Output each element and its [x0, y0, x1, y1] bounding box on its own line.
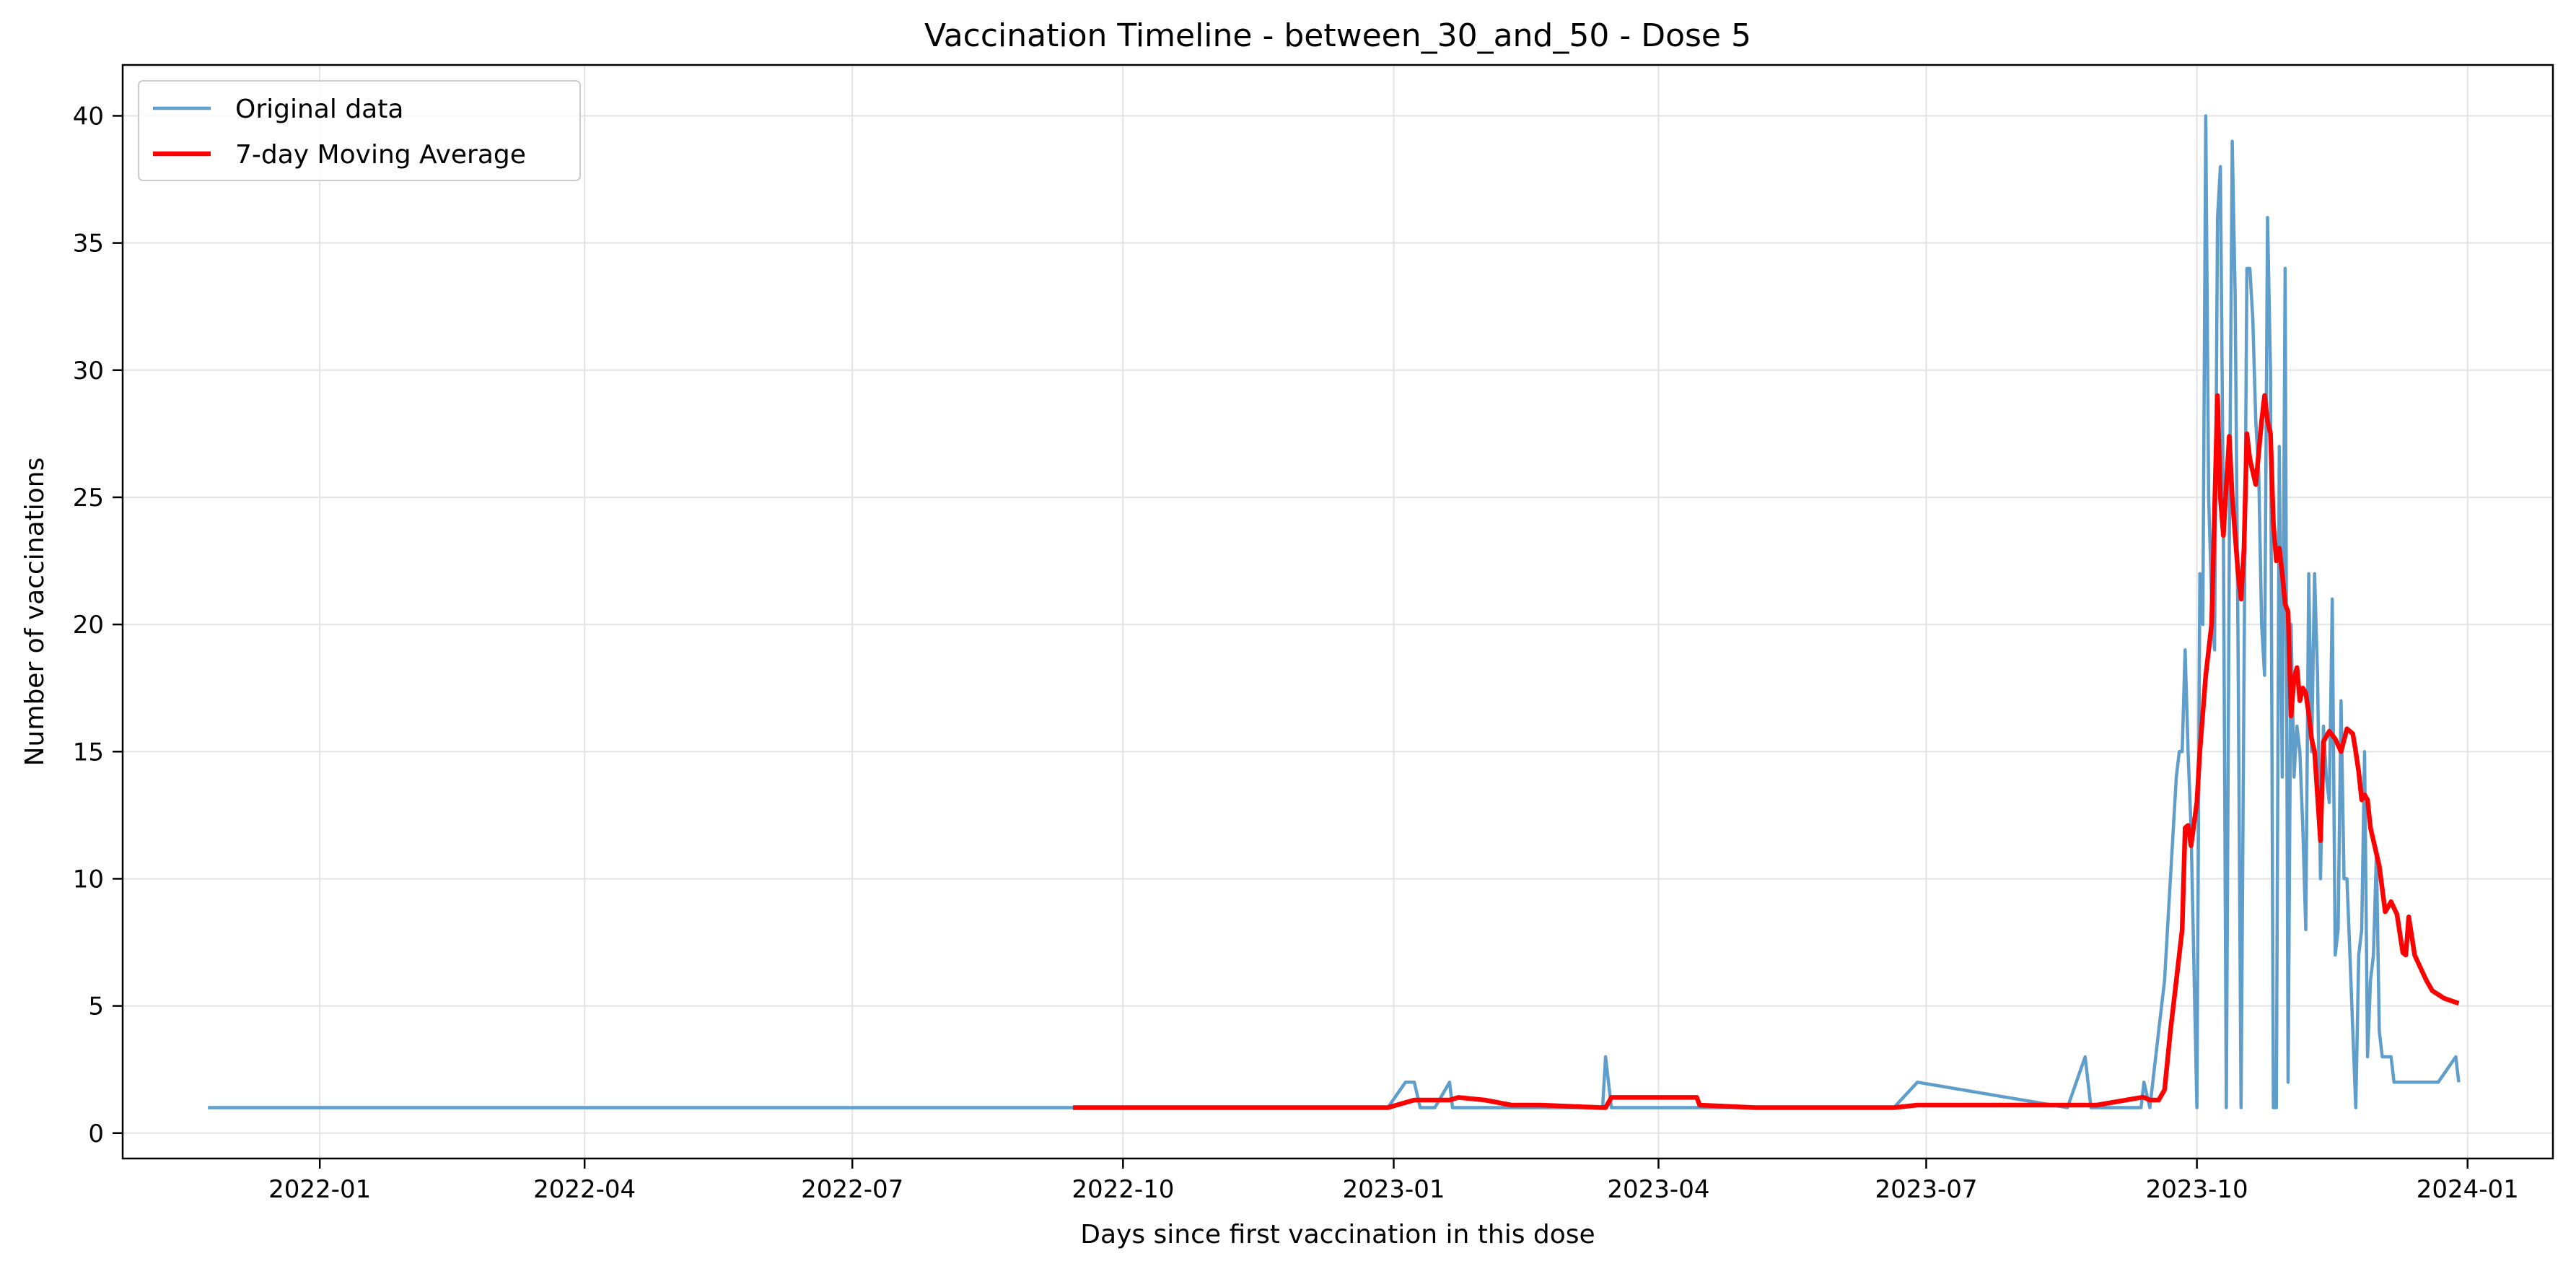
y-tick-label: 5	[88, 992, 104, 1021]
plot-area-frame	[121, 64, 2554, 1160]
x-tick-label: 2024-01	[2417, 1175, 2519, 1204]
chart-title: Vaccination Timeline - between_30_and_50…	[924, 17, 1751, 54]
x-tick-label: 2023-01	[1342, 1175, 1445, 1204]
series-line-original-data	[208, 114, 2461, 1109]
series-line-moving-average	[1073, 393, 2460, 1110]
x-tick-label: 2023-07	[1875, 1175, 1977, 1204]
legend-label-original-data: Original data	[235, 95, 403, 124]
x-tick-label: 2022-07	[801, 1175, 903, 1204]
y-tick-label: 25	[73, 484, 104, 512]
y-tick-label: 0	[88, 1120, 104, 1148]
legend-box	[138, 80, 581, 181]
y-tick-label: 40	[73, 102, 104, 131]
y-axis-title: Number of vaccinations	[20, 458, 50, 767]
x-axis-title: Days since first vaccination in this dos…	[1080, 1220, 1595, 1249]
y-tick-label: 20	[73, 611, 104, 640]
y-tick-label: 35	[73, 230, 104, 258]
grid	[123, 65, 2553, 1159]
x-tick-label: 2022-04	[533, 1175, 636, 1204]
y-tick-label: 15	[73, 738, 104, 767]
y-tick-label: 30	[73, 357, 104, 385]
legend: Original data 7-day Moving Average	[138, 80, 581, 181]
x-tick-label: 2022-10	[1072, 1175, 1174, 1204]
axis-ticks: 2022-01 2022-04 2022-07 2022-10 2023-01 2023-…	[73, 102, 2519, 1204]
x-tick-label: 2023-10	[2146, 1175, 2248, 1204]
x-tick-label: 2023-04	[1607, 1175, 1709, 1204]
y-tick-label: 10	[73, 865, 104, 894]
legend-label-moving-average: 7-day Moving Average	[235, 140, 526, 170]
series-layer	[208, 114, 2461, 1110]
x-tick-label: 2022-01	[268, 1175, 371, 1204]
